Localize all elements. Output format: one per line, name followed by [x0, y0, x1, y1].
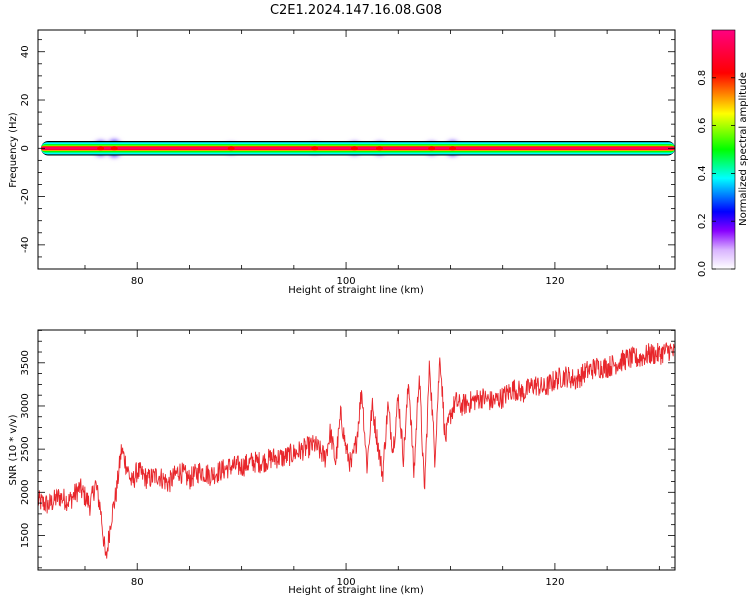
spectrogram-ytick-label: 0 — [20, 145, 31, 151]
spectrogram-xtick-label: 100 — [337, 276, 356, 287]
spectrogram-frame — [37, 29, 676, 270]
colorbar-tick-label: 0.4 — [697, 165, 708, 181]
colorbar-tick-label: 0.0 — [697, 261, 708, 277]
snr-ytick-label: 3500 — [20, 350, 31, 375]
snr-frame — [37, 329, 676, 571]
colorbar-label: Normalized spectral amplitude — [738, 72, 749, 226]
snr-ytick-label: 1500 — [20, 523, 31, 548]
spectrogram-panel: 80 100 120 -40 -20 0 20 40 Height of straight l… — [8, 29, 676, 296]
spectral-peak — [110, 146, 118, 151]
snr-ytick-label: 2000 — [20, 480, 31, 505]
colorbar-tick-label: 0.6 — [697, 118, 708, 134]
colorbar-tick-label: 0.2 — [697, 213, 708, 229]
snr-series-line — [38, 342, 675, 559]
spectrogram-xtick-label: 120 — [545, 276, 564, 287]
spectrogram-ytick-label: 20 — [20, 94, 31, 107]
colorbar: 0.0 0.2 0.4 0.6 0.8 Normalized spectral ampl… — [697, 29, 749, 277]
spectral-peak — [350, 146, 358, 151]
spectral-peak — [449, 146, 457, 151]
snr-ytick-label: 2500 — [20, 436, 31, 461]
snr-ylabel: SNR (10 * v/v) — [8, 414, 19, 485]
snr-xtick-label: 80 — [131, 577, 144, 588]
spectral-peak — [97, 146, 105, 151]
snr-xtick-label: 120 — [545, 577, 564, 588]
spectral-peak — [428, 146, 436, 151]
colorbar-gradient — [711, 29, 736, 270]
spectral-peak — [375, 146, 383, 151]
spectrogram-ytick-label: -40 — [20, 237, 31, 253]
snr-ytick-label: 3000 — [20, 393, 31, 418]
snr-xtick-label: 100 — [337, 577, 356, 588]
band-core-magenta — [41, 147, 675, 150]
colorbar-tick-label: 0.8 — [697, 70, 708, 86]
spectrogram-xlabel: Height of straight line (km) — [288, 285, 424, 296]
figure-title: C2E1.2024.147.16.08.G08 — [270, 3, 442, 18]
spectral-peak — [311, 146, 319, 151]
spectral-peak — [227, 146, 235, 151]
spectrogram-ylabel: Frequency (Hz) — [8, 112, 19, 188]
spectrogram-xtick-label: 80 — [131, 276, 144, 287]
spectrogram-ytick-label: 40 — [20, 45, 31, 58]
snr-xlabel: Height of straight line (km) — [288, 585, 424, 596]
snr-panel: 80 100 120 1500 2000 2500 3000 3500 Height of s… — [8, 329, 676, 596]
spectrogram-ytick-label: -20 — [20, 188, 31, 204]
